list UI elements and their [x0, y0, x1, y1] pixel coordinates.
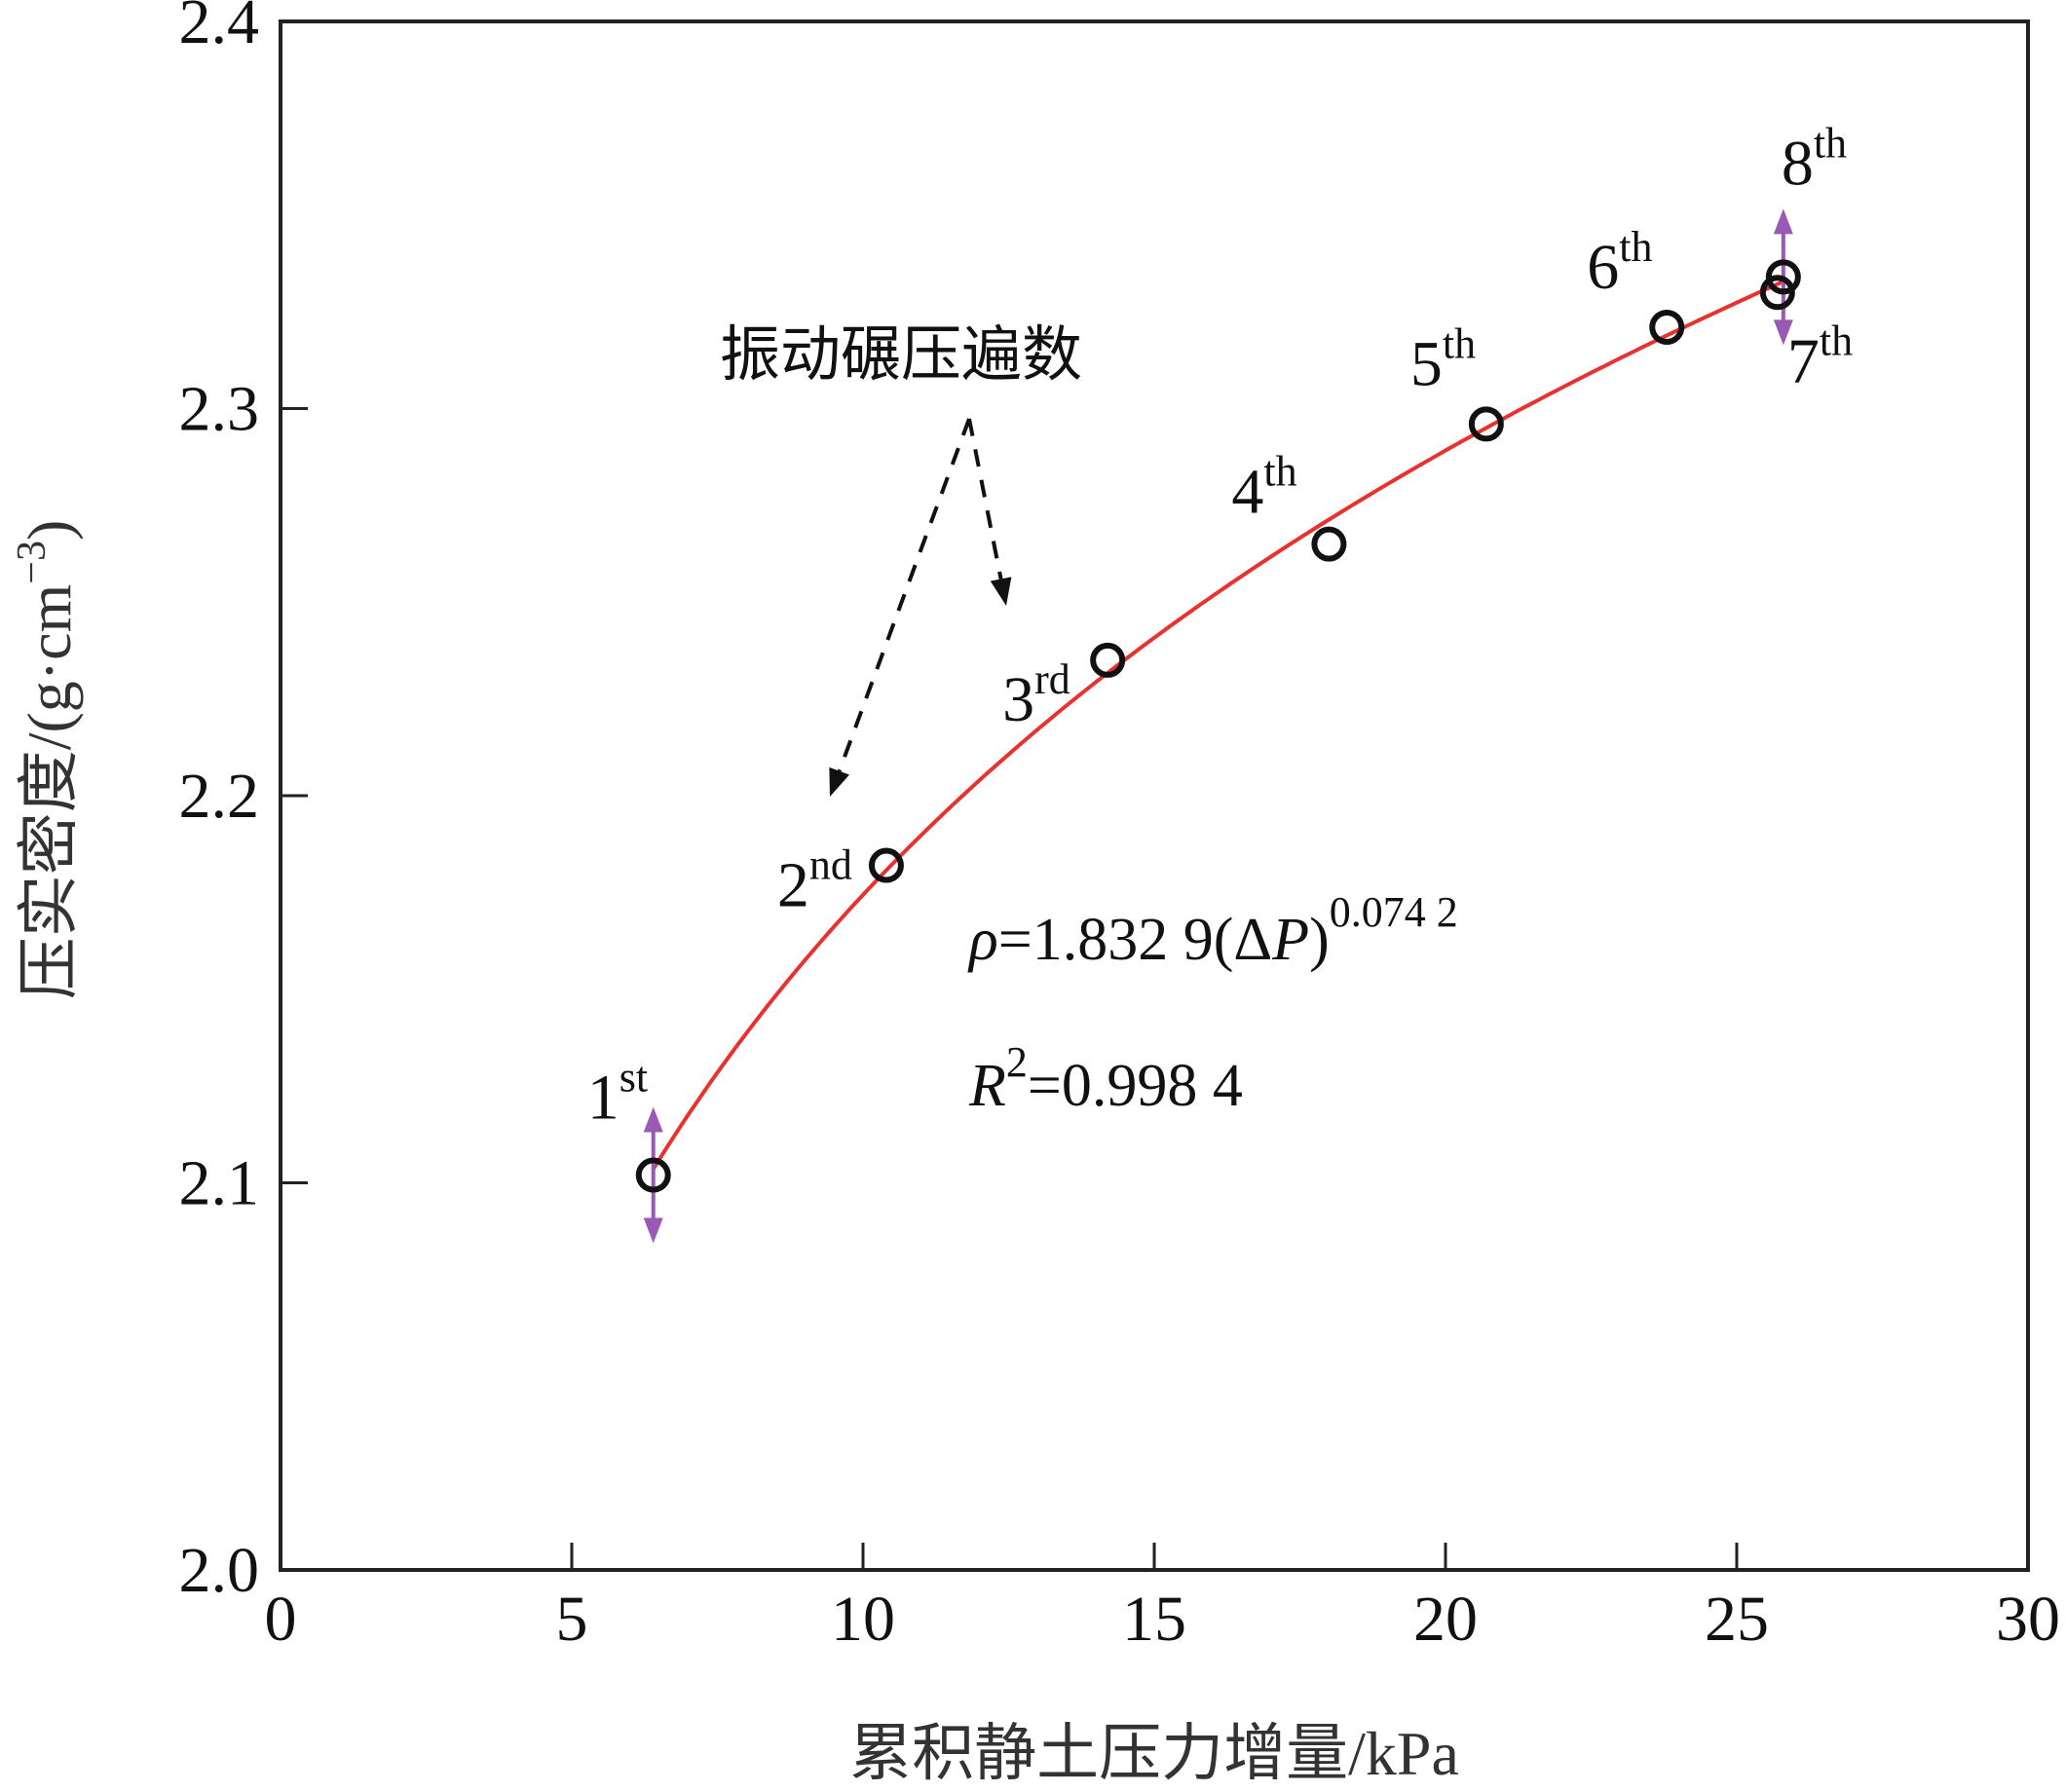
variation-arrow-1st — [643, 1106, 663, 1244]
pass-label-4: 4th — [1231, 448, 1296, 528]
pass-label-suffix: th — [1820, 317, 1853, 364]
pass-label-6: 6th — [1587, 223, 1652, 303]
plot-frame — [279, 19, 2030, 1572]
pass-label-suffix: th — [1263, 448, 1296, 496]
pass-label-3: 3rd — [1002, 655, 1070, 735]
data-point-6 — [1649, 310, 1685, 346]
data-point-2 — [868, 847, 904, 883]
y-axis-title-main: 压实密度/(g·cm — [15, 584, 84, 1000]
x-tick-label: 5 — [556, 1584, 588, 1655]
data-point-3 — [1090, 642, 1126, 678]
fit-curve-group — [652, 280, 1784, 1171]
pass-label-number: 3 — [1002, 664, 1034, 735]
y-tick-label: 2.3 — [179, 374, 260, 445]
pass-label-5: 5th — [1410, 319, 1476, 399]
pass-label-2: 2nd — [777, 841, 852, 921]
y-axis-title: 压实密度/(g·cm−3) — [10, 520, 84, 1000]
y-axis-title-close: ) — [15, 520, 84, 541]
pass-label-number: 8 — [1782, 128, 1814, 199]
pass-label-suffix: th — [1619, 223, 1652, 271]
x-tick-label: 10 — [831, 1584, 895, 1655]
pass-label-suffix: st — [620, 1054, 648, 1101]
pass-label-suffix: th — [1443, 319, 1476, 367]
axes — [279, 19, 2030, 1572]
x-tick-label: 25 — [1705, 1584, 1769, 1655]
eq-P: P — [1271, 907, 1309, 973]
arrows-group — [643, 208, 1793, 1244]
eq-close: ) — [1309, 907, 1330, 973]
r2-R: R — [968, 1053, 1006, 1119]
x-tick-label: 15 — [1122, 1584, 1186, 1655]
fit-curve — [652, 280, 1784, 1171]
x-axis-title: 累积静土压力增量/kPa — [849, 1719, 1459, 1788]
pass-label-number: 5 — [1410, 328, 1443, 399]
data-point-4 — [1311, 526, 1347, 562]
pass-label-1: 1st — [587, 1054, 648, 1134]
annotation-arrow-3rd — [967, 418, 1012, 606]
x-tick-label: 20 — [1413, 1584, 1478, 1655]
y-tick-label: 2.2 — [179, 761, 260, 832]
pass-label-suffix: rd — [1034, 655, 1070, 703]
data-point-7 — [1759, 275, 1795, 311]
pass-label-number: 2 — [777, 850, 809, 921]
data-point-1 — [635, 1157, 671, 1193]
pass-label-number: 7 — [1787, 325, 1820, 396]
pass-label-suffix: nd — [809, 841, 852, 889]
r2-exponent: 2 — [1006, 1038, 1028, 1086]
data-point-5 — [1468, 406, 1504, 442]
annotation-arrow-2nd — [829, 418, 971, 797]
pass-label-suffix: th — [1814, 119, 1847, 167]
annotation-label: 振动碾压遍数 — [720, 322, 1082, 389]
data-point-8 — [1765, 259, 1801, 295]
r2-value: =0.998 4 — [1028, 1053, 1243, 1119]
y-tick-label: 2.4 — [179, 0, 260, 57]
r-squared: R2=0.998 4 — [968, 1038, 1243, 1119]
y-axis-title-exponent: −3 — [10, 541, 55, 584]
x-tick-label: 30 — [1996, 1584, 2060, 1655]
data-points — [635, 259, 1801, 1193]
pass-label-7: 7th — [1787, 317, 1853, 396]
fit-equation: ρ=1.832 9(ΔP)0.074 2 — [967, 888, 1458, 973]
eq-rho: ρ — [967, 907, 998, 973]
eq-mid: =1.832 9(Δ — [998, 907, 1272, 973]
ticks: 0 5 10 15 20 25 302.02.12.22.32.4 — [179, 0, 2061, 1655]
pass-label-number: 1 — [587, 1063, 620, 1134]
x-tick-label: 0 — [265, 1584, 297, 1655]
pass-label-number: 4 — [1231, 457, 1263, 528]
eq-exponent: 0.074 2 — [1330, 888, 1458, 936]
y-tick-label: 2.0 — [179, 1535, 260, 1606]
pass-label-8: 8th — [1782, 119, 1847, 199]
y-tick-label: 2.1 — [179, 1148, 260, 1219]
pass-label-number: 6 — [1587, 232, 1619, 303]
